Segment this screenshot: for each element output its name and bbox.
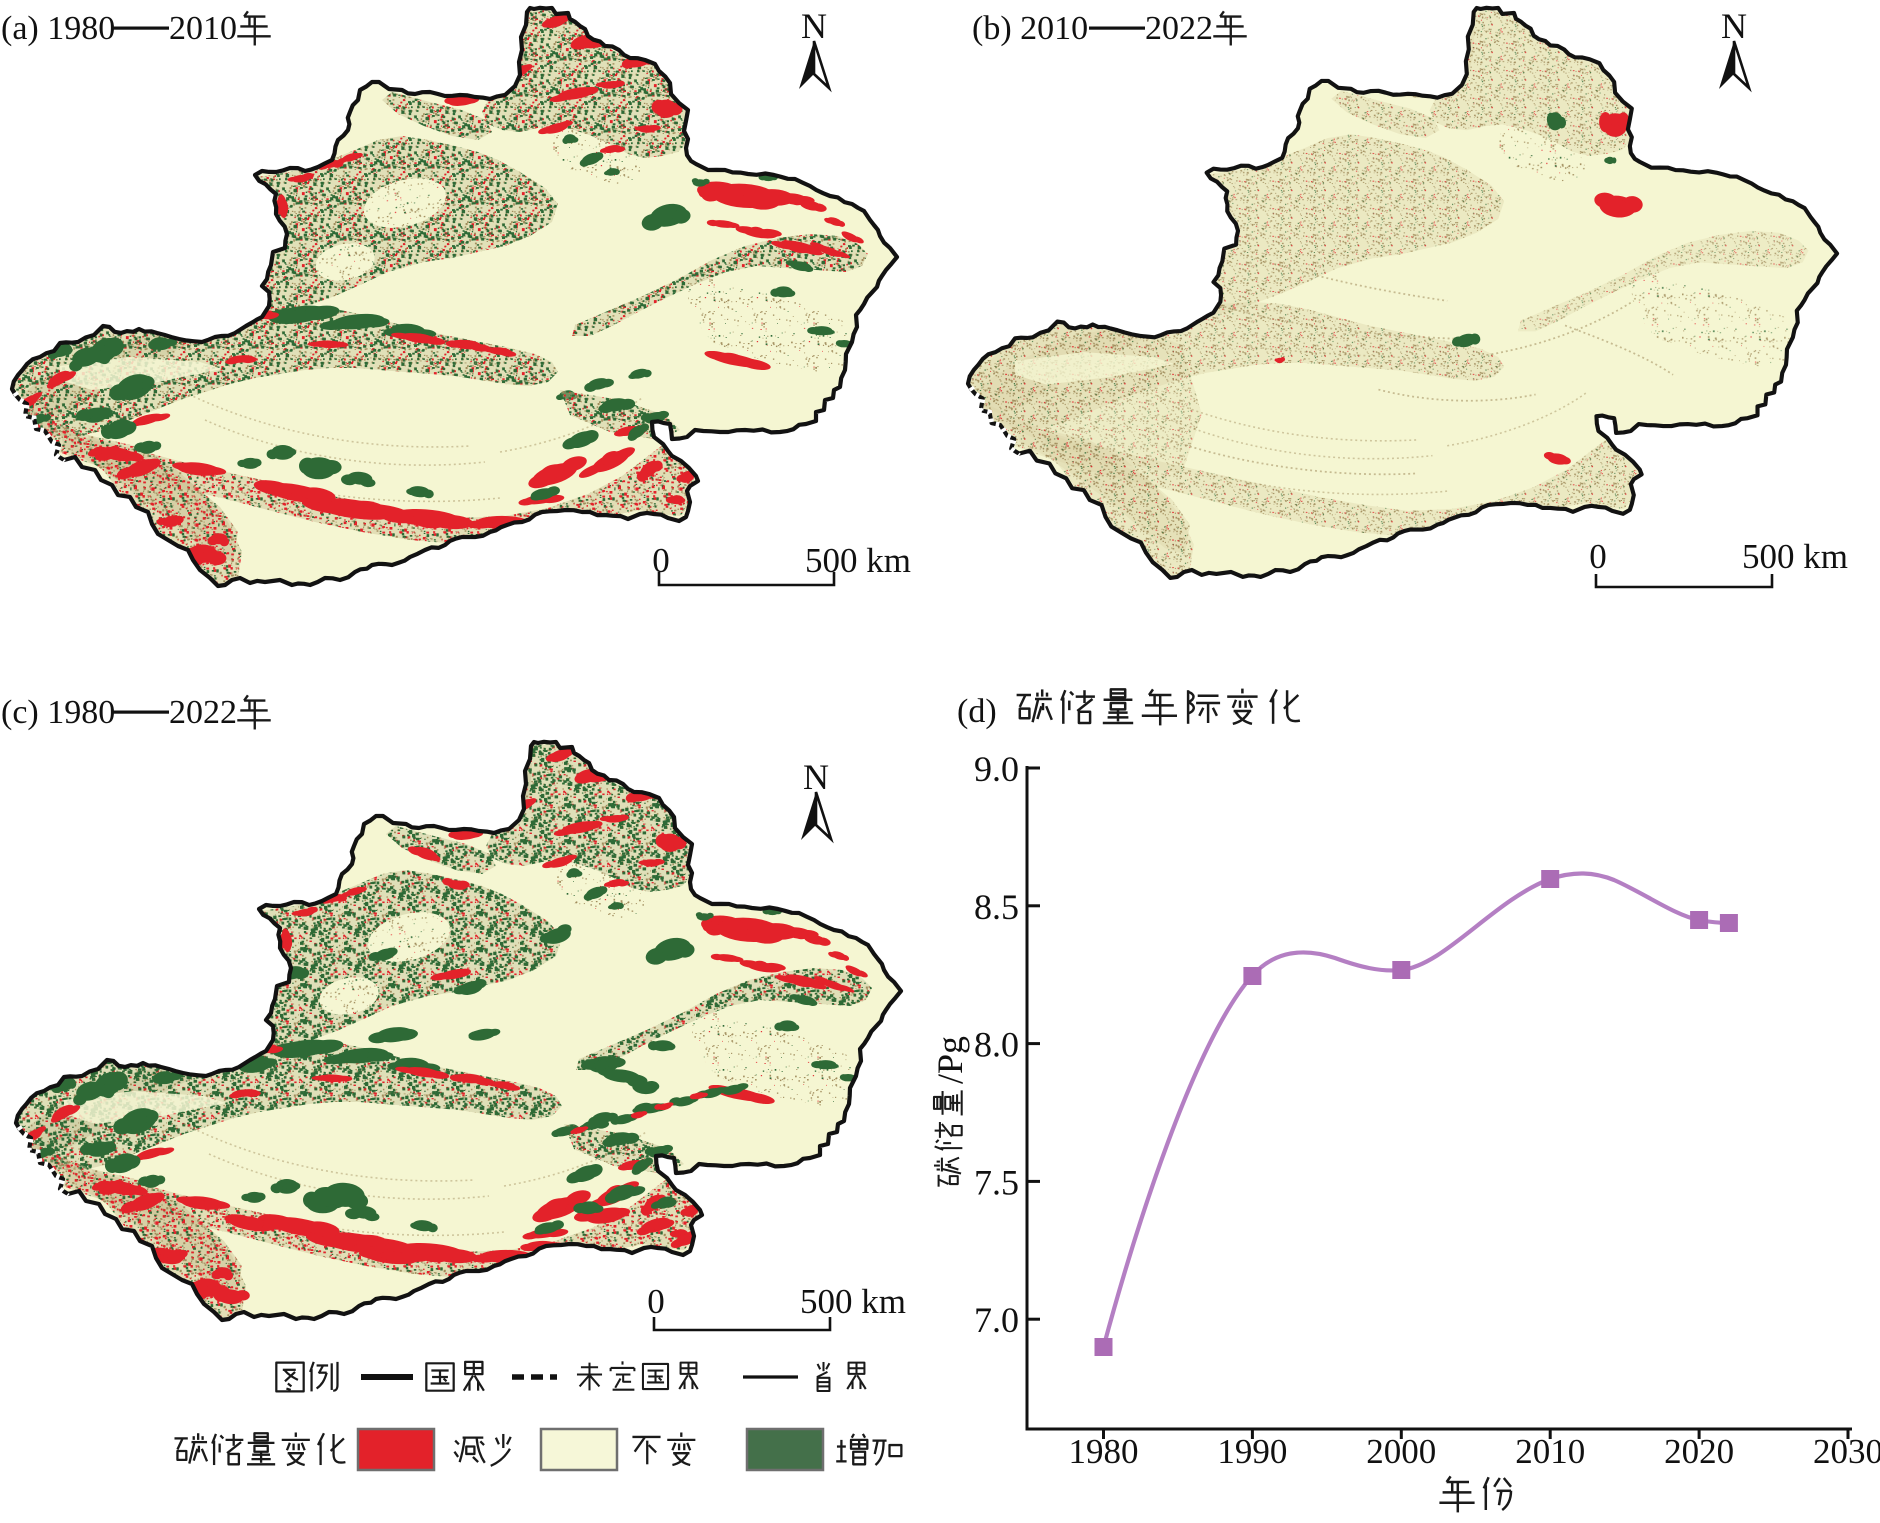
- svg-text:2022: 2022: [169, 694, 237, 731]
- svg-text:1990: 1990: [1217, 1432, 1287, 1471]
- svg-text:2000: 2000: [1366, 1432, 1436, 1471]
- svg-text:2022: 2022: [1145, 10, 1213, 47]
- svg-text:(d): (d): [957, 693, 997, 730]
- svg-text:/Pg: /Pg: [930, 1036, 970, 1084]
- svg-text:0: 0: [1589, 537, 1607, 576]
- svg-text:2010: 2010: [1515, 1432, 1585, 1471]
- svg-text:500 km: 500 km: [805, 541, 911, 580]
- svg-text:0: 0: [652, 541, 670, 580]
- svg-text:2030: 2030: [1813, 1432, 1880, 1471]
- svg-text:500 km: 500 km: [800, 1282, 906, 1321]
- svg-text:7.0: 7.0: [974, 1300, 1019, 1340]
- svg-text:9.0: 9.0: [974, 749, 1019, 789]
- svg-text:N: N: [803, 757, 829, 797]
- svg-text:2020: 2020: [1664, 1432, 1734, 1471]
- svg-text:(a) 1980: (a) 1980: [1, 10, 115, 47]
- svg-text:(b) 2010: (b) 2010: [972, 10, 1088, 47]
- svg-text:N: N: [1721, 6, 1747, 46]
- svg-text:N: N: [801, 6, 827, 46]
- svg-text:(c) 1980: (c) 1980: [1, 694, 115, 731]
- svg-text:8.0: 8.0: [974, 1025, 1019, 1065]
- svg-text:500 km: 500 km: [1742, 537, 1848, 576]
- svg-text:8.5: 8.5: [974, 887, 1019, 927]
- svg-text:1980: 1980: [1069, 1432, 1139, 1471]
- svg-text:0: 0: [647, 1282, 665, 1321]
- svg-text:2010: 2010: [169, 10, 237, 47]
- svg-text:7.5: 7.5: [974, 1162, 1019, 1202]
